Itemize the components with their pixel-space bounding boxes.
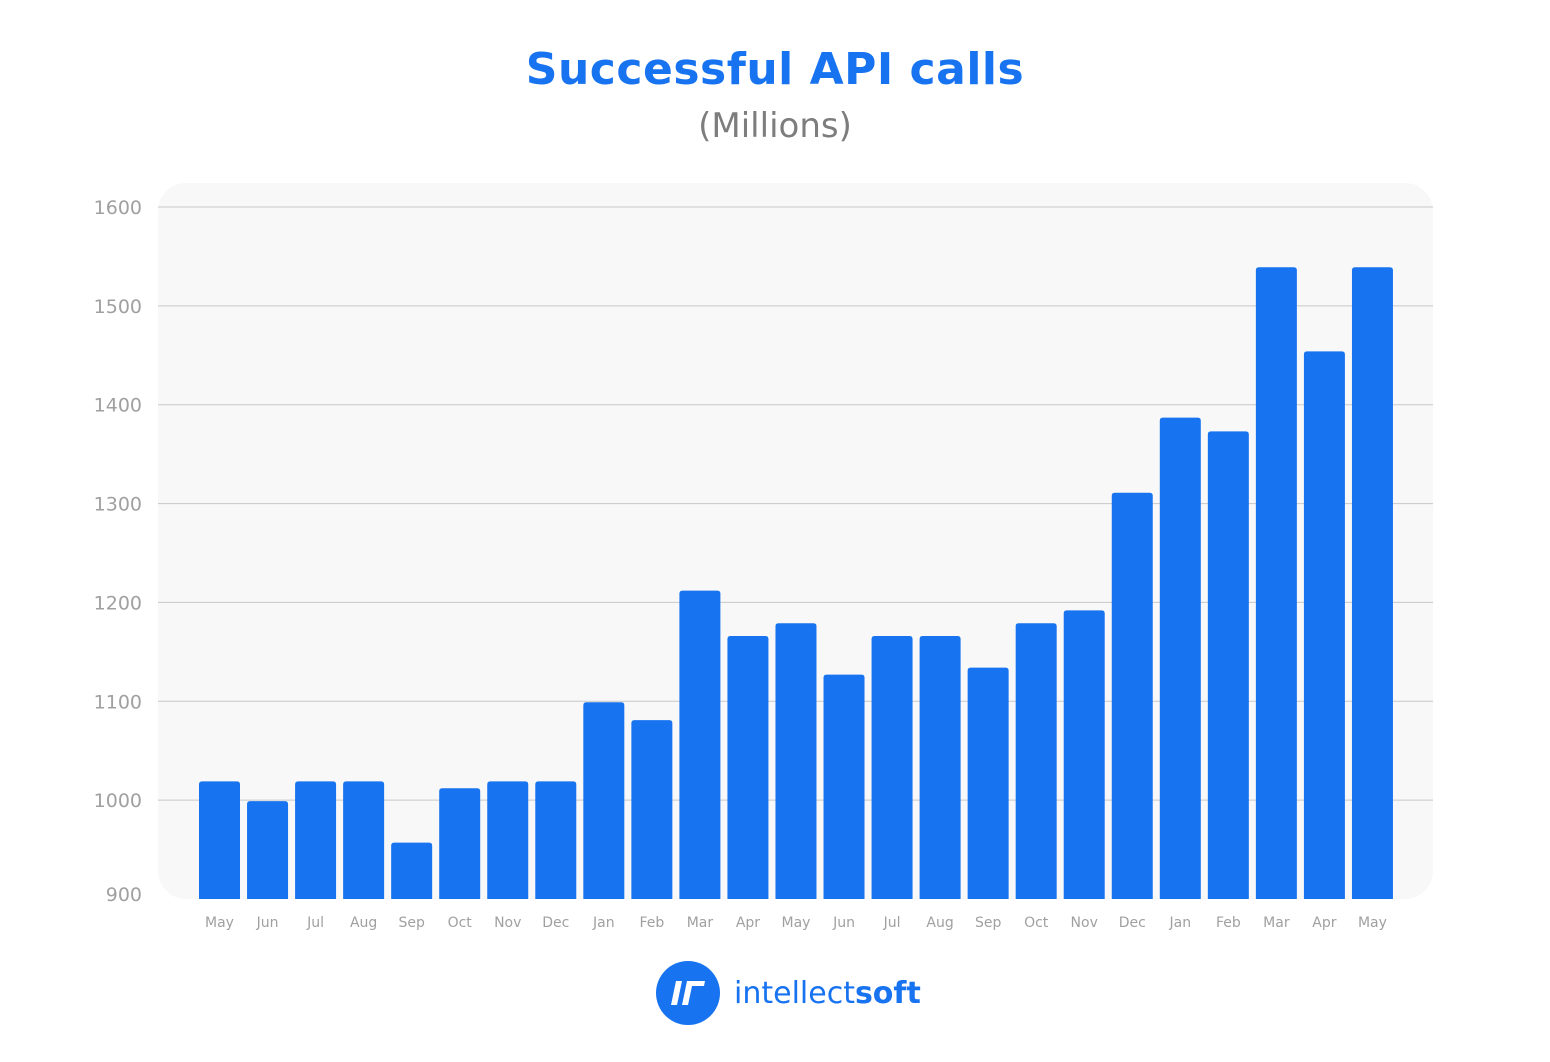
- x-tick-label: Aug: [350, 915, 377, 931]
- bars: [199, 267, 1393, 899]
- x-tick-label: May: [782, 915, 811, 931]
- x-axis-ticks: May Jun Jul Aug Sep Oct Nov Dec Jan Feb Mar Apr May J…: [205, 915, 1387, 931]
- x-tick-label: Sep: [398, 915, 425, 931]
- bar-12: [775, 623, 817, 899]
- bar-5: [439, 788, 481, 899]
- bar-10: [679, 590, 721, 899]
- y-tick-label: 900: [106, 884, 142, 906]
- intellectsoft-logo-icon: [656, 961, 720, 1025]
- x-tick-label: Jan: [1169, 915, 1192, 931]
- bar-24: [1351, 267, 1393, 899]
- x-tick-label: Aug: [926, 915, 953, 931]
- chart-title: Successful API calls: [525, 44, 1025, 95]
- bar-18: [1063, 610, 1105, 899]
- bar-16: [967, 667, 1009, 899]
- x-tick-label: Jul: [883, 915, 901, 931]
- x-tick-label: Jul: [306, 915, 324, 931]
- x-tick-label: Jun: [256, 915, 279, 931]
- bar-17: [1015, 623, 1057, 899]
- chart-subtitle: (Millions): [698, 106, 852, 146]
- x-tick-label: Nov: [1071, 915, 1098, 931]
- y-tick-label: 1300: [94, 494, 142, 516]
- bar-7: [535, 781, 577, 899]
- bar-3: [343, 781, 385, 899]
- x-tick-label: Feb: [1216, 915, 1241, 931]
- y-tick-label: 1500: [94, 296, 142, 318]
- logo-text-regular: intellect: [734, 975, 855, 1011]
- bar-8: [583, 702, 625, 899]
- bar-15: [919, 636, 961, 899]
- x-tick-label: May: [1358, 915, 1387, 931]
- logo-text-bold: soft: [854, 975, 921, 1011]
- bar-23: [1303, 351, 1345, 899]
- bar-0: [199, 781, 240, 899]
- bar-22: [1255, 267, 1297, 899]
- bar-2: [295, 781, 337, 899]
- y-tick-label: 1100: [94, 691, 142, 713]
- bar-6: [487, 781, 529, 899]
- bar-19: [1111, 492, 1153, 899]
- x-tick-label: Oct: [1024, 915, 1049, 931]
- logo-wordmark: intellectsoft: [734, 976, 921, 1011]
- x-tick-label: Mar: [687, 915, 714, 931]
- bar-14: [871, 636, 913, 899]
- bar-1: [247, 801, 289, 899]
- bar-11: [727, 636, 769, 899]
- x-tick-label: Dec: [1119, 915, 1146, 931]
- x-tick-label: Nov: [494, 915, 521, 931]
- x-tick-label: Feb: [639, 915, 664, 931]
- x-tick-label: Sep: [975, 915, 1002, 931]
- y-tick-label: 1600: [94, 197, 142, 219]
- x-tick-label: Apr: [1312, 915, 1336, 931]
- x-tick-label: Jan: [592, 915, 615, 931]
- x-tick-label: Oct: [448, 915, 473, 931]
- x-tick-label: Jun: [832, 915, 855, 931]
- y-tick-label: 1400: [94, 395, 142, 417]
- x-tick-label: Apr: [736, 915, 760, 931]
- y-tick-label: 1200: [94, 592, 142, 614]
- bar-13: [823, 674, 865, 899]
- x-tick-label: Mar: [1263, 915, 1290, 931]
- bar-20: [1159, 417, 1201, 899]
- intellectsoft-logo: intellectsoft: [656, 961, 921, 1025]
- y-axis-ticks: 900 1000 1100 1200 1300 1400 1500 1600: [94, 197, 142, 906]
- bar-9: [631, 720, 673, 899]
- y-tick-label: 1000: [94, 790, 142, 812]
- bar-4: [391, 842, 433, 899]
- bar-21: [1207, 431, 1249, 899]
- x-tick-label: Dec: [542, 915, 569, 931]
- x-tick-label: May: [205, 915, 234, 931]
